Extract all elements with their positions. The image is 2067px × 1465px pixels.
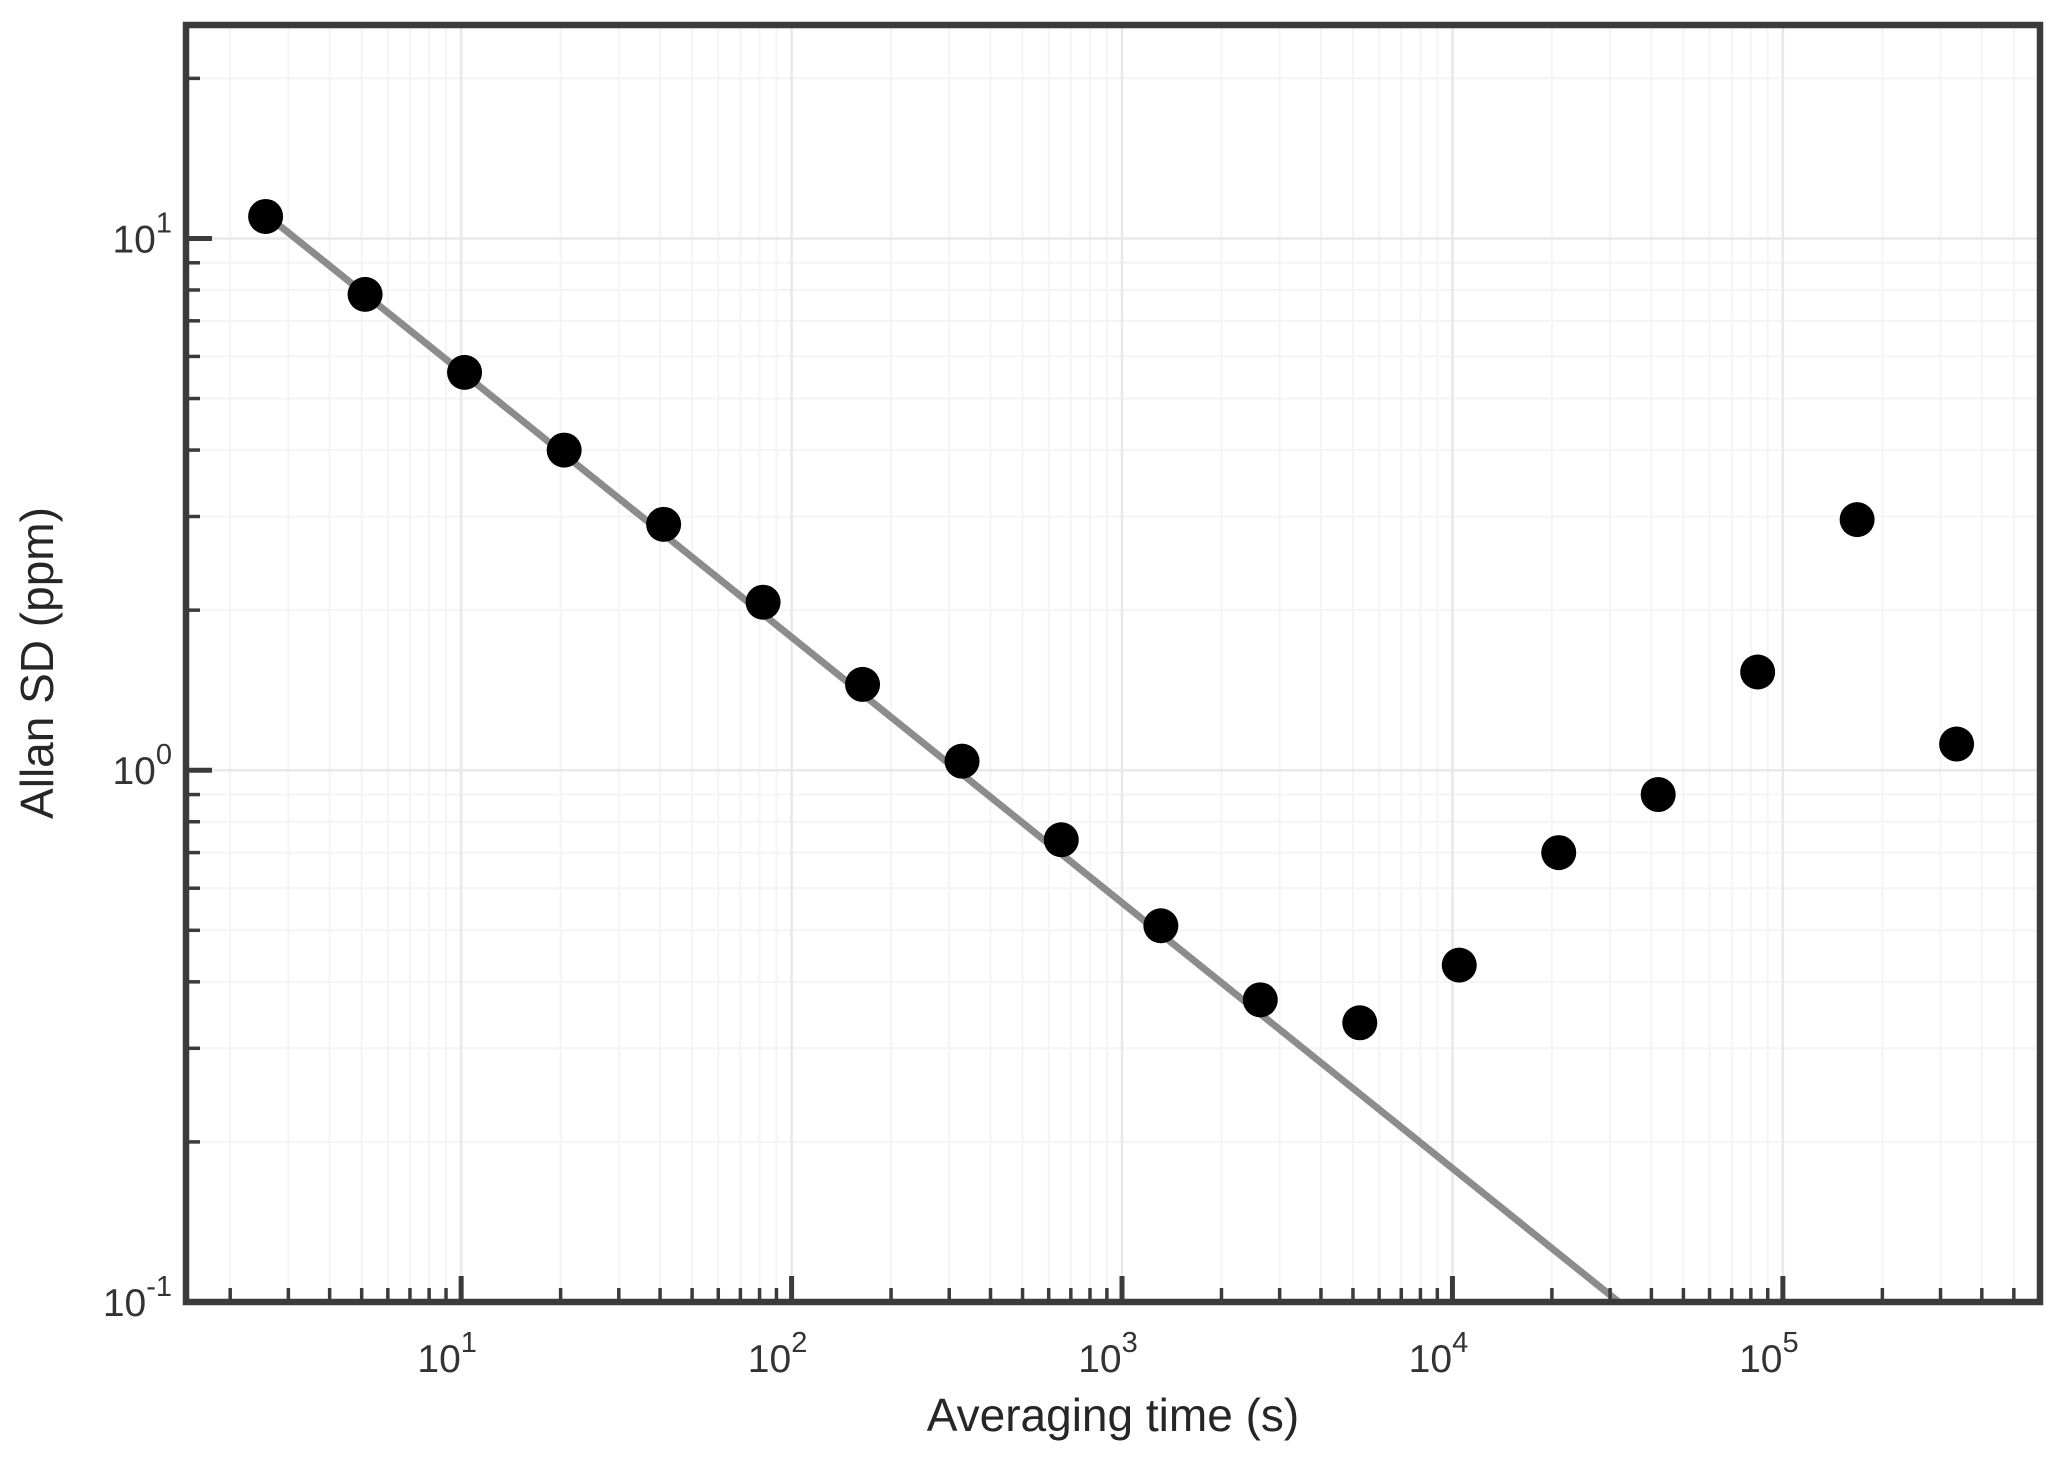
data-point: [1740, 654, 1776, 690]
data-point: [1143, 908, 1179, 944]
fit-line-segment: [263, 211, 1621, 1305]
x-tick-label: 102: [748, 1327, 808, 1381]
data-point: [1342, 1005, 1378, 1041]
x-tick-label: 101: [417, 1327, 477, 1381]
fit-line: [263, 211, 1621, 1305]
data-point: [546, 432, 582, 468]
data-points: [248, 198, 1975, 1041]
plot-border: [182, 21, 2044, 1306]
data-point: [845, 666, 881, 702]
data-point: [1939, 726, 1975, 762]
data-point: [347, 276, 383, 312]
x-tick-label: 105: [1739, 1327, 1799, 1381]
data-point: [447, 354, 483, 390]
x-tick-label: 104: [1409, 1327, 1469, 1381]
data-point: [646, 506, 682, 542]
data-point: [248, 198, 284, 234]
data-point: [944, 743, 980, 779]
data-point: [1839, 502, 1875, 538]
data-point: [745, 584, 781, 620]
data-point: [1441, 947, 1477, 983]
y-tick-label: 10-1: [103, 1271, 172, 1325]
data-point: [1640, 777, 1676, 813]
y-axis-title: Allan SD (ppm): [11, 507, 63, 819]
y-tick-label: 100: [112, 739, 172, 793]
x-axis-title: Averaging time (s): [926, 1389, 1300, 1441]
data-point: [1043, 822, 1079, 858]
x-tick-label: 103: [1078, 1327, 1138, 1381]
data-point: [1242, 982, 1278, 1018]
y-tick-label: 101: [112, 207, 172, 261]
data-point: [1541, 835, 1577, 871]
